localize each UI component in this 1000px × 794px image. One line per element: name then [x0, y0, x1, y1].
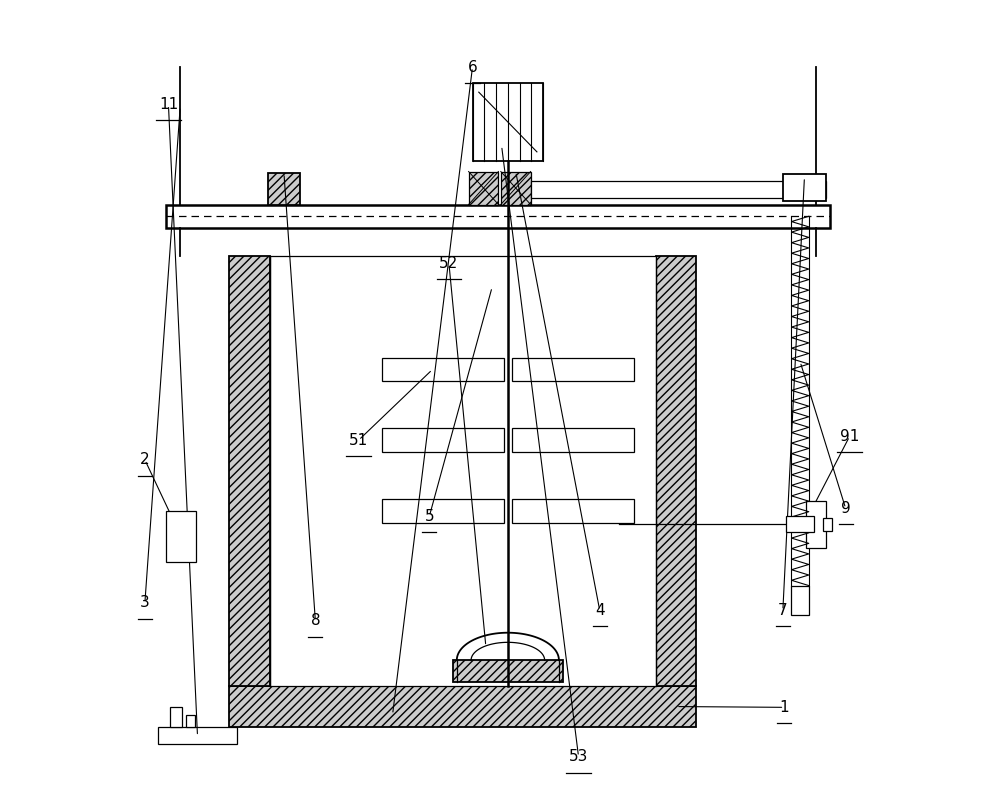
- Text: 51: 51: [349, 433, 368, 448]
- Bar: [473, 83, 543, 161]
- Bar: [783, 174, 826, 202]
- Text: 7: 7: [778, 603, 788, 619]
- Text: 6: 6: [468, 60, 477, 75]
- Bar: [512, 358, 634, 381]
- Bar: [453, 660, 563, 682]
- Bar: [158, 727, 237, 744]
- Bar: [656, 256, 696, 686]
- Bar: [806, 501, 826, 548]
- Text: 3: 3: [140, 596, 150, 611]
- Bar: [166, 205, 830, 228]
- Text: 5: 5: [424, 509, 434, 524]
- Bar: [270, 256, 656, 686]
- Bar: [786, 516, 814, 532]
- Bar: [469, 172, 498, 205]
- Bar: [531, 181, 826, 198]
- Bar: [186, 715, 195, 727]
- Bar: [791, 585, 809, 615]
- Bar: [229, 686, 696, 727]
- Bar: [268, 173, 300, 205]
- Bar: [501, 172, 531, 205]
- Bar: [166, 511, 196, 562]
- Text: 11: 11: [159, 97, 178, 112]
- Bar: [382, 499, 504, 522]
- Text: 53: 53: [569, 750, 588, 765]
- Text: 2: 2: [140, 453, 150, 468]
- Text: 4: 4: [595, 603, 605, 619]
- Text: 8: 8: [311, 614, 320, 628]
- Bar: [170, 707, 182, 727]
- Bar: [512, 499, 634, 522]
- Text: 52: 52: [439, 256, 459, 271]
- Bar: [382, 358, 504, 381]
- Bar: [229, 256, 270, 686]
- Bar: [823, 518, 832, 530]
- Text: 9: 9: [841, 501, 851, 516]
- Text: 1: 1: [780, 700, 789, 715]
- Bar: [382, 429, 504, 452]
- Text: 91: 91: [840, 429, 859, 444]
- Bar: [512, 429, 634, 452]
